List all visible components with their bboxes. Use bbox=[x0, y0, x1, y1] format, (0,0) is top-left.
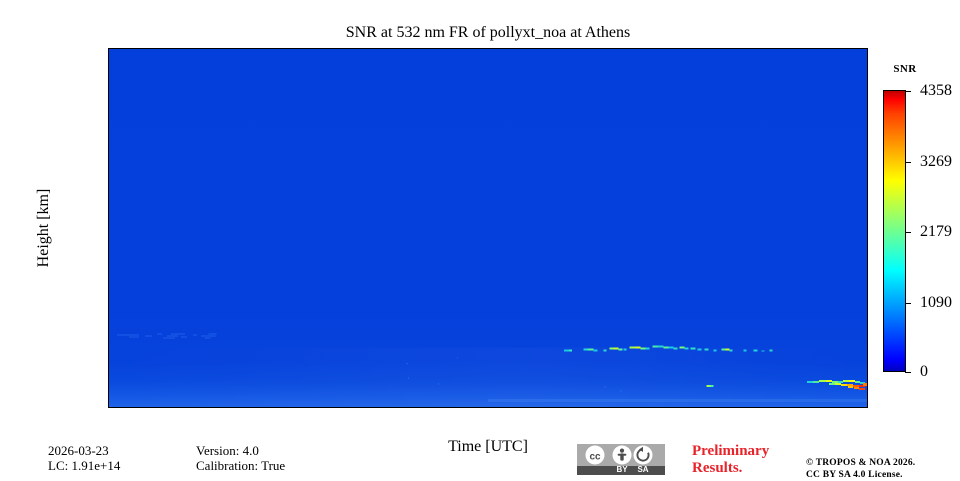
y-minor-tick-5 bbox=[108, 290, 109, 292]
colorbar-label-0: 0 bbox=[920, 363, 928, 380]
x-tick-0000: 00:00 bbox=[109, 407, 111, 408]
footer-date: 2026-03-23 bbox=[48, 443, 109, 458]
colorbar-tick-4358: 4358 bbox=[905, 82, 952, 99]
colorbar-tick-0: 0 bbox=[905, 363, 928, 380]
y-minor-tick-11 bbox=[108, 147, 109, 149]
cc-by-sa-icon: cc BY SA bbox=[585, 445, 653, 474]
colorbar-label-3269: 3269 bbox=[920, 152, 952, 170]
y-tick-12: 12 bbox=[108, 123, 109, 125]
footer-version: Version: 4.0 bbox=[196, 443, 259, 458]
y-tick-8: 8 bbox=[108, 218, 109, 220]
svg-text:cc: cc bbox=[589, 452, 601, 463]
heatmap-plot-area[interactable]: 2 4 6 8 10 12 14 00:00 02:00 04:00 bbox=[108, 48, 868, 408]
y-minor-tick-7 bbox=[108, 242, 109, 244]
y-minor-tick-1 bbox=[108, 385, 109, 387]
snr-quicklook-raster bbox=[109, 49, 867, 407]
colorbar-tick-3269: 3269 bbox=[905, 153, 952, 170]
colorbar-label-4358: 4358 bbox=[920, 82, 952, 99]
colorbar[interactable]: 4358 3269 2179 1090 0 bbox=[883, 82, 952, 380]
y-minor-tick-15 bbox=[108, 51, 109, 53]
footer-calibration: Calibration: True bbox=[196, 458, 286, 473]
y-minor-tick-9 bbox=[108, 194, 109, 196]
copyright-notice: © TROPOS & NOA 2026. CC BY SA 4.0 Licens… bbox=[806, 458, 916, 480]
y-minor-tick-13 bbox=[108, 99, 109, 101]
colorbar-title: SNR bbox=[893, 63, 917, 75]
y-tick-10: 10 bbox=[108, 171, 109, 173]
colorbar-label-1090: 1090 bbox=[920, 293, 952, 311]
colorbar-tick-2179: 2179 bbox=[905, 223, 952, 240]
y-tick-14: 14 bbox=[108, 75, 109, 77]
x-minor-tick-0300 bbox=[511, 407, 513, 408]
cc-by-sa-badge[interactable]: cc BY SA bbox=[577, 444, 665, 475]
footer-lidar-constant: LC: 1.91e+14 bbox=[48, 458, 121, 473]
y-minor-tick-3 bbox=[108, 338, 109, 340]
colorbar-label-2179: 2179 bbox=[920, 223, 952, 240]
cc-by-text: BY bbox=[616, 465, 628, 474]
cc-sa-text: SA bbox=[637, 465, 648, 474]
x-tick-0200: 02:00 bbox=[377, 407, 379, 408]
page-title: SNR at 532 nm FR of pollyxt_noa at Athen… bbox=[345, 24, 631, 41]
y-axis-label: Height [km] bbox=[35, 188, 52, 268]
y-tick-2: 2 bbox=[108, 361, 109, 363]
x-minor-tick-0100 bbox=[243, 407, 245, 408]
y-tick-6: 6 bbox=[108, 266, 109, 268]
x-axis-label: Time [UTC] bbox=[448, 438, 528, 455]
y-tick-4: 4 bbox=[108, 314, 109, 316]
x-tick-0400: 04:00 bbox=[645, 407, 647, 408]
preliminary-results-notice: Preliminary Results. bbox=[692, 443, 770, 476]
x-minor-tick-0500 bbox=[779, 407, 781, 408]
colorbar-tick-1090: 1090 bbox=[905, 294, 952, 311]
